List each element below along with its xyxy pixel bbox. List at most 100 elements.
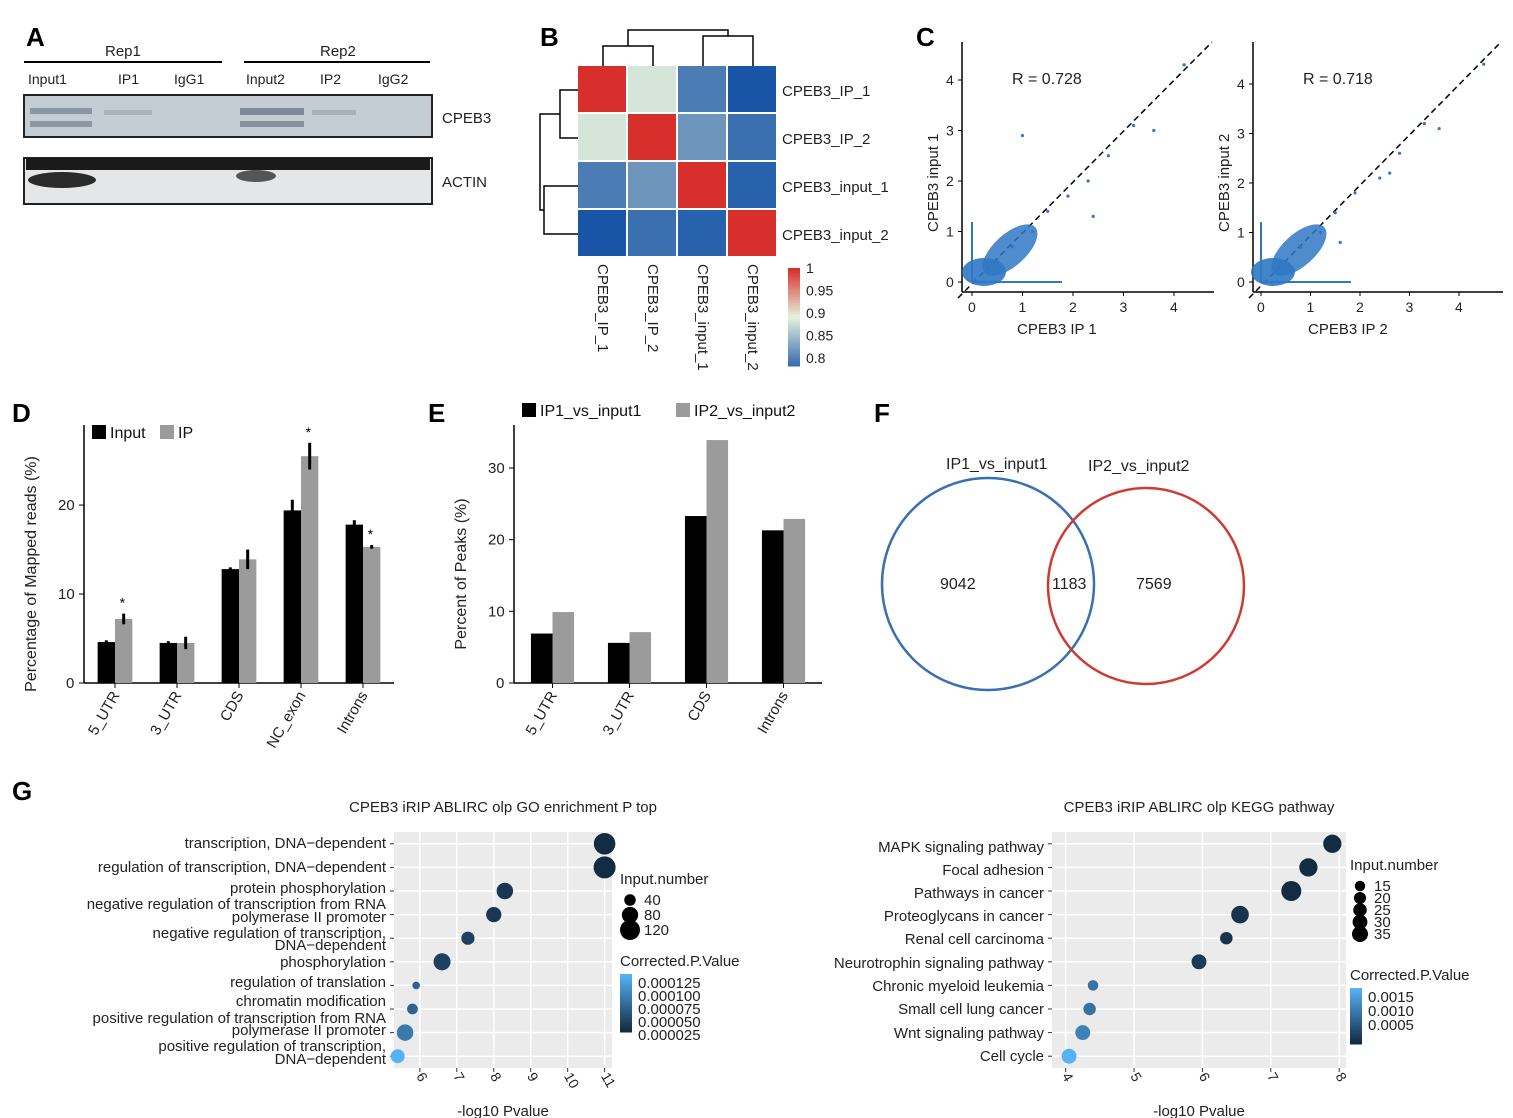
colorbar-segment (1350, 1034, 1362, 1038)
scatter-point (1422, 122, 1426, 126)
blot-band (30, 121, 92, 127)
colorbar-segment (788, 348, 800, 352)
panel-letter-a: A (26, 22, 45, 52)
x-tick-label: 3 (1120, 299, 1128, 315)
x-tick-label: 8 (487, 1070, 505, 1085)
y-tick-label: 0 (1237, 274, 1245, 290)
colorbar-segment (620, 993, 632, 996)
legend-title: Corrected.P.Value (1350, 967, 1470, 984)
y-tick-label: 2 (1237, 175, 1245, 191)
term-label: negative regulation of transcription, (153, 925, 386, 942)
colorbar-segment (788, 314, 800, 318)
colorbar-segment (788, 356, 800, 360)
x-tick-label: 8 (1333, 1070, 1351, 1085)
colorbar-segment (620, 991, 632, 994)
scatter-point (1338, 240, 1342, 244)
bar (761, 530, 784, 683)
heatmap-row-label: CPEB3_input_2 (782, 227, 889, 244)
term-label: DNA−dependent (275, 937, 387, 954)
colorbar-segment (1350, 999, 1362, 1002)
blot-band (26, 158, 430, 170)
term-label: Focal adhesion (942, 862, 1044, 879)
heatmap-cell (578, 210, 626, 256)
x-tick-label: NC_exon (263, 689, 309, 752)
term-label: Neurotrophin signaling pathway (834, 955, 1045, 972)
x-tick-label: 5_UTR (522, 688, 561, 738)
term-label: Cell cycle (980, 1048, 1044, 1065)
bar (684, 516, 707, 683)
heatmap-col-label: CPEB3_input_1 (694, 264, 711, 371)
colorbar-segment (788, 290, 800, 293)
scatter-point (1388, 171, 1392, 175)
lane-label: IgG1 (174, 71, 205, 87)
legend-swatch (92, 425, 106, 439)
colorbar-tick-label: 0.000025 (638, 1027, 701, 1044)
bar (115, 618, 133, 683)
legend-size-label: 25 (1374, 902, 1391, 919)
dendrogram-branch (702, 35, 754, 66)
significance-star: * (306, 424, 312, 440)
term-label: Wnt signaling pathway (894, 1025, 1045, 1042)
y-tick-label: 4 (1237, 76, 1245, 92)
x-tick-label: 7 (1264, 1070, 1282, 1085)
y-tick-label: 20 (58, 497, 75, 514)
term-label: regulation of transcription, DNA−depende… (98, 859, 387, 876)
heatmap-cell (628, 114, 676, 160)
point-cloud (972, 281, 1062, 283)
significance-star: * (368, 526, 374, 542)
bar (97, 642, 115, 683)
y-axis-title: Percentage of Mapped reads (%) (23, 456, 40, 692)
venn-count: 7569 (1136, 576, 1172, 593)
heatmap-cell (728, 210, 776, 256)
colorbar-segment (788, 343, 800, 347)
heatmap-col-label: CPEB3_input_2 (744, 264, 761, 371)
scatter-point (1182, 63, 1186, 67)
x-axis-title: -log10 Pvalue (1153, 1103, 1245, 1118)
x-tick-label: Introns (334, 689, 372, 737)
colorbar-segment (788, 302, 800, 306)
bar (345, 524, 363, 683)
heatmap-cell (628, 210, 676, 256)
x-tick-label: 1 (1307, 299, 1315, 315)
enrichment-dot (1220, 931, 1233, 945)
x-tick-label: 6 (1196, 1070, 1214, 1085)
dendrogram-branch (543, 185, 578, 235)
enrichment-dot (1087, 980, 1099, 991)
go-enrichment-dotplot: 6 7 8 9 10 11 transcription, DNA−dependent regu… (87, 799, 740, 1118)
colorbar-segment (788, 353, 800, 357)
colorbar-segment (1350, 1002, 1362, 1006)
colorbar-segment (788, 282, 800, 286)
venn-set-label: IP2_vs_input2 (1088, 458, 1190, 475)
colorbar-segment (620, 974, 632, 977)
colorbar-segment (788, 309, 800, 313)
colorbar-segment (1350, 1016, 1362, 1019)
scatter-point (1437, 126, 1441, 131)
bar (221, 569, 239, 683)
colorbar-segment (620, 1018, 632, 1021)
y-tick-label: 20 (488, 532, 505, 549)
scatter-point (1020, 133, 1025, 138)
colorbar-segment (788, 339, 800, 342)
colorbar-segment (788, 287, 800, 291)
scatter-point (1318, 230, 1322, 235)
heatmap-row-label: CPEB3_IP_1 (782, 83, 870, 100)
correlation-annotation: R = 0.718 (1303, 71, 1373, 88)
enrichment-dot (433, 953, 451, 971)
peaks-bar-chart: 0 10 20 30 5_UTR 3_UTR CDS Introns IP1_vs_input1… (453, 403, 822, 738)
x-tick-label: 1 (1019, 299, 1027, 315)
colorbar-segment (788, 285, 800, 289)
heatmap-cell (628, 162, 676, 208)
colorbar-segment (1350, 1032, 1362, 1036)
colorbar-segment (788, 346, 800, 350)
colorbar-segment (788, 326, 800, 330)
colorbar-segment (620, 985, 632, 989)
scatter-point (1132, 123, 1136, 128)
x-tick-label: 3_UTR (147, 688, 186, 738)
legend-label: IP (178, 425, 193, 442)
blot-band (30, 108, 92, 114)
colorbar-segment (1350, 1021, 1362, 1024)
point-cloud (971, 222, 973, 282)
legend-title: Input.number (1350, 857, 1438, 874)
y-axis-title: CPEB3 input 2 (1216, 134, 1233, 232)
x-tick-label: 2 (1069, 299, 1077, 315)
